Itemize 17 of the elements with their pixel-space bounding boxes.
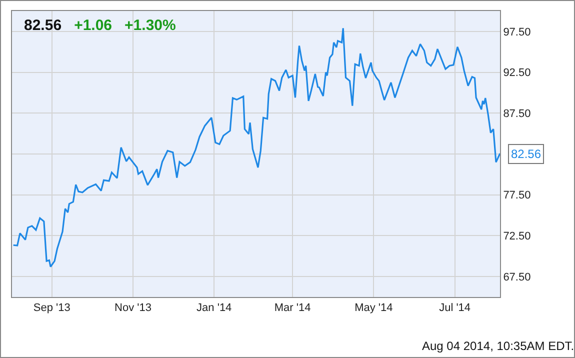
annotation: 82.56 [511, 147, 542, 161]
y-tick-label: 92.50 [503, 67, 531, 80]
x-tick-label: Jul '14 [439, 302, 471, 314]
y-tick-label: 72.50 [503, 230, 531, 243]
y-tick-label: 77.50 [503, 190, 531, 202]
x-tick-label: Nov '13 [114, 302, 152, 314]
x-tick-label: Mar '14 [274, 302, 311, 314]
y-tick-label: 87.50 [503, 108, 531, 120]
x-tick-label: May '14 [354, 302, 393, 314]
text: Aug 04 2014, 10:35AM EDT. [422, 339, 574, 353]
y-tick-label: 67.50 [503, 271, 531, 284]
annotation: +1.06 [74, 17, 112, 34]
x-tick-label: Sep '13 [33, 302, 70, 314]
y-tick-label: 97.50 [503, 26, 531, 38]
x-tick-label: Jan '14 [196, 302, 232, 314]
chart-title: 82.56 [24, 17, 62, 34]
annotation: +1.30% [124, 17, 176, 34]
